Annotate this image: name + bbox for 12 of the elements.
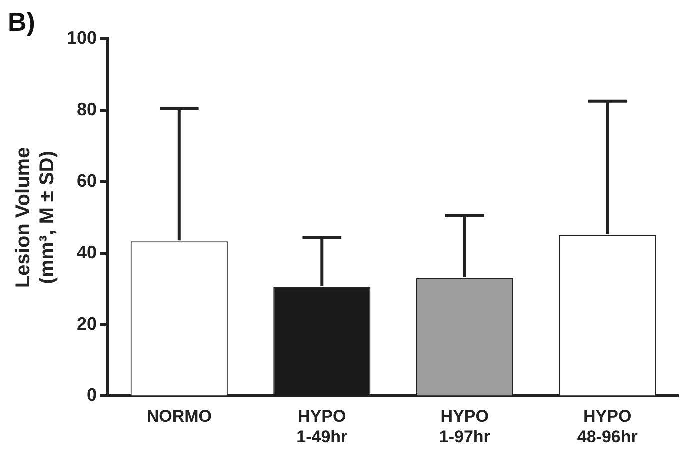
chart-title: B): [8, 6, 36, 37]
x-tick-label: HYPO 1-97hr: [439, 407, 491, 446]
y-tick-label: 40: [77, 242, 98, 262]
y-tick-label: 60: [77, 170, 98, 191]
x-tick-label: HYPO 1-49hr: [296, 407, 348, 446]
x-tick-label: NORMO: [146, 407, 212, 426]
y-tick-label: 20: [77, 314, 98, 334]
x-tick-label: HYPO 48-96hr: [577, 407, 638, 446]
y-tick-label: 80: [77, 100, 98, 120]
y-tick-label: 100: [66, 28, 98, 48]
y-axis-title: Lesion Volume (mm³, M ± SD): [12, 147, 59, 288]
y-tick-label: 0: [87, 385, 98, 406]
